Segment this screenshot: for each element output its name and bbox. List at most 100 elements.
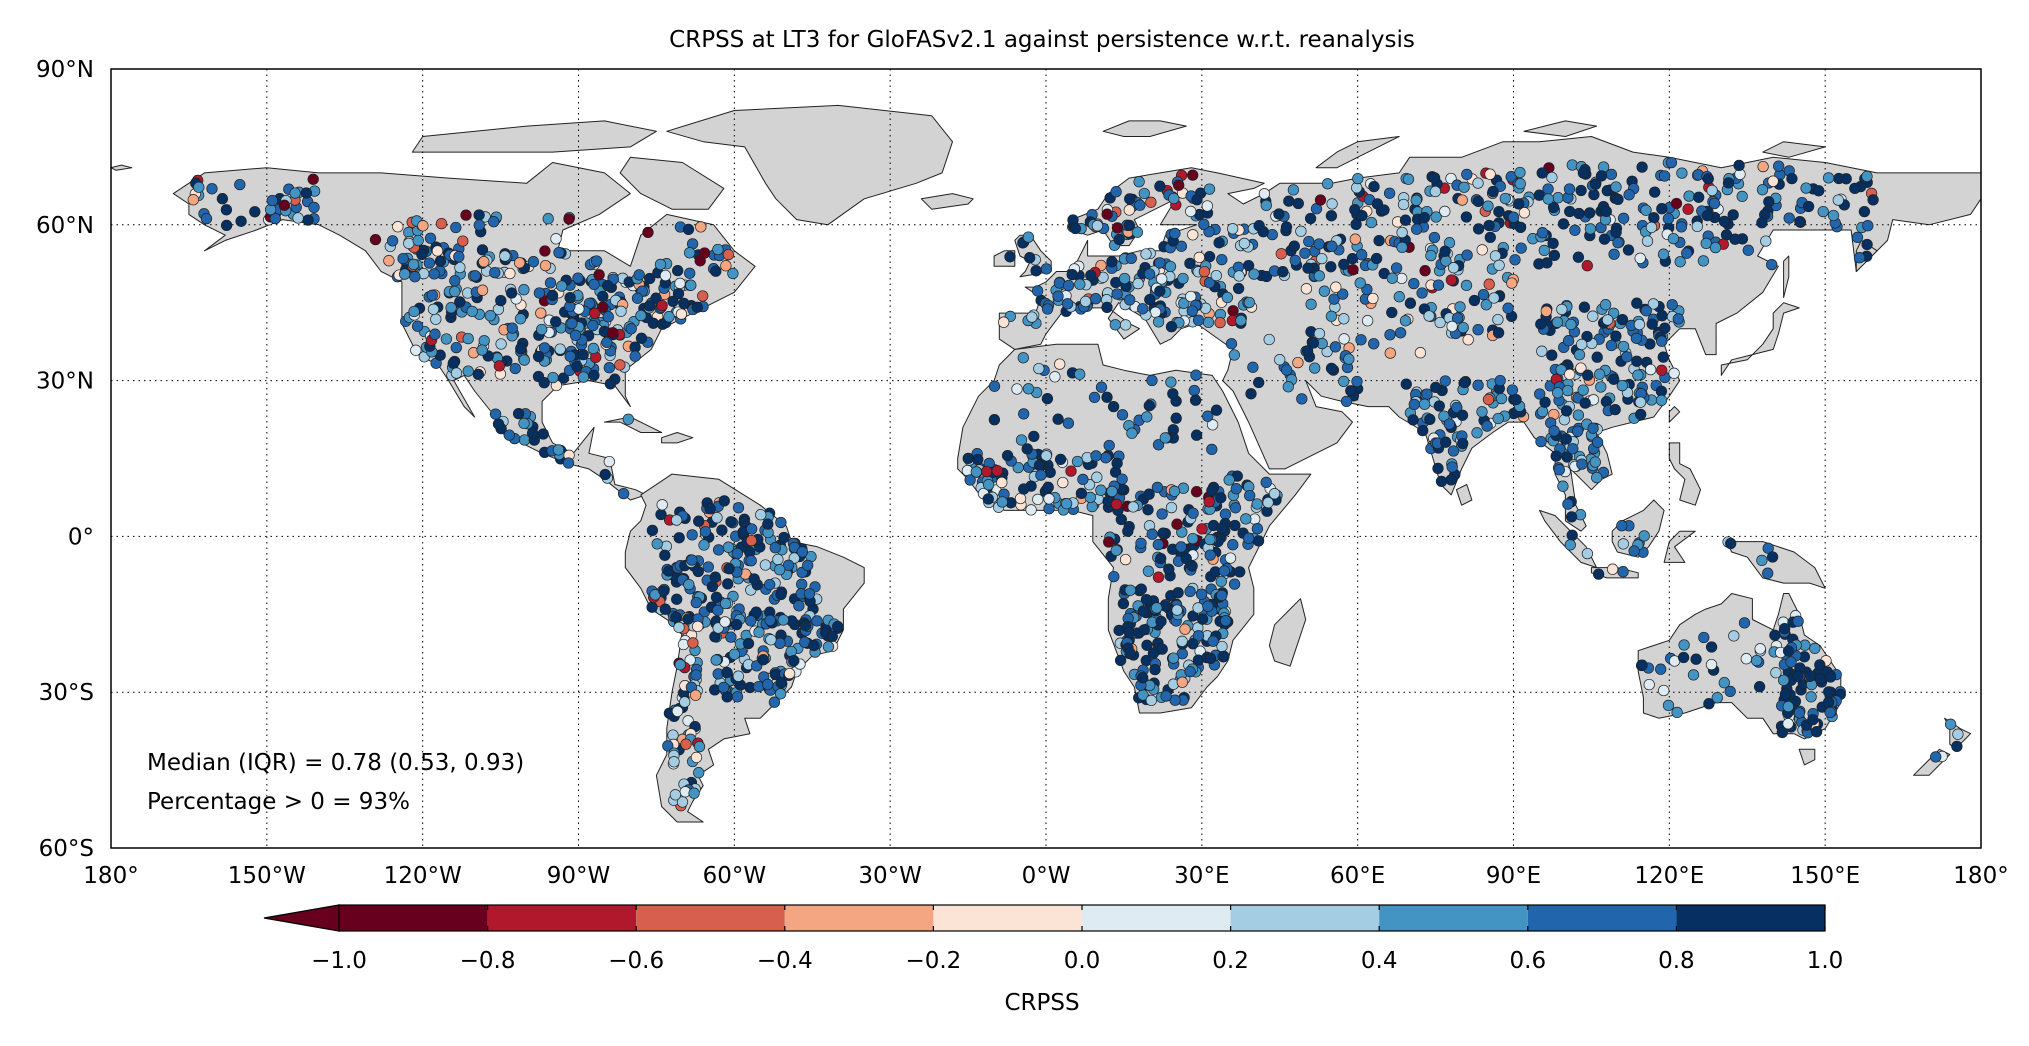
station-marker [1634,396,1647,408]
station-marker [1411,223,1423,235]
station-marker [1343,353,1355,365]
lon-tick-label: 90°W [547,863,611,889]
station-marker [1142,504,1154,516]
station-marker [1186,305,1198,317]
station-marker [1143,488,1155,500]
station-marker [1439,205,1451,218]
station-marker [1736,190,1748,203]
station-marker [1134,199,1146,211]
station-marker [1782,718,1794,730]
station-marker [1061,298,1074,310]
colorbar-segment [933,905,1082,931]
station-marker [672,288,685,300]
station-marker [1138,624,1150,636]
station-marker [1630,332,1643,344]
station-marker [1258,188,1271,200]
station-marker [1407,414,1419,426]
station-marker [1119,553,1132,566]
colorbar-segment [784,905,934,931]
station-marker [1600,205,1612,218]
station-marker [1670,197,1683,210]
station-marker [1824,706,1836,719]
station-marker [587,342,600,355]
station-marker [1184,585,1196,598]
station-marker [1682,203,1694,215]
land-iceland [920,193,974,210]
station-marker [1587,422,1599,434]
station-marker [563,213,575,225]
station-marker [1792,670,1804,683]
station-marker [1616,379,1628,392]
station-marker [716,524,728,536]
station-marker [727,267,739,280]
station-marker [1247,361,1259,373]
station-marker [1349,204,1361,216]
colorbar-tick-label: 0.8 [1658,948,1695,974]
station-marker [1468,294,1481,307]
station-marker [1472,379,1484,391]
station-marker [1187,532,1199,545]
station-marker [1143,400,1155,412]
station-marker [1778,674,1790,686]
station-marker [1273,208,1285,220]
station-marker [1275,248,1287,260]
station-marker [722,578,734,590]
lat-tick-label: 60°S [39,836,94,862]
station-marker [1951,740,1963,753]
station-marker [1127,501,1139,513]
lon-tick-label: 60°E [1330,863,1385,889]
station-marker [1658,170,1671,182]
station-marker [759,559,772,571]
station-marker [1218,565,1231,577]
station-marker [1657,351,1669,363]
colorbar: −1.0 −0.8 −0.6 −0.4 −0.2 0.0 0.2 0.4 0.6 0.8 1.0 [263,904,1843,974]
station-marker [1722,177,1735,189]
station-marker [449,285,461,298]
station-marker [631,292,644,304]
station-marker [1534,388,1546,400]
station-marker [1204,549,1216,561]
station-marker [1188,384,1200,397]
station-marker [1149,306,1162,318]
station-marker [1435,475,1448,488]
station-marker [670,514,683,526]
station-marker [1168,192,1180,205]
station-marker [1318,285,1331,297]
station-marker [1456,409,1469,421]
station-marker [602,279,614,292]
station-marker [462,365,474,377]
station-marker [1133,176,1145,188]
colorbar-tick-label: 0.4 [1361,948,1398,974]
station-marker [1224,552,1237,564]
station-marker [1185,205,1197,218]
station-marker [1191,194,1203,206]
station-marker [1705,658,1718,671]
station-marker [1101,208,1113,220]
station-marker [478,256,490,268]
station-marker [1562,498,1574,510]
station-marker [614,359,626,371]
station-marker [1729,233,1741,245]
colorbar-tick-label: −0.6 [608,948,664,974]
station-marker [988,414,1001,426]
station-marker [518,284,530,296]
station-marker [633,269,645,281]
station-marker [722,541,735,553]
station-marker [679,696,691,708]
station-marker [1119,319,1132,331]
station-marker [1445,474,1457,486]
station-marker [1553,464,1565,476]
station-marker [671,705,684,717]
station-marker [1018,483,1030,495]
station-marker [1690,653,1702,665]
station-marker [1591,436,1604,448]
station-marker [416,248,428,261]
station-marker [712,604,724,616]
station-marker [972,453,984,466]
station-marker [1423,310,1435,322]
station-marker [721,666,733,679]
station-marker [1728,630,1740,642]
station-marker [1135,537,1147,549]
station-marker [1215,492,1227,504]
station-marker [695,221,707,233]
